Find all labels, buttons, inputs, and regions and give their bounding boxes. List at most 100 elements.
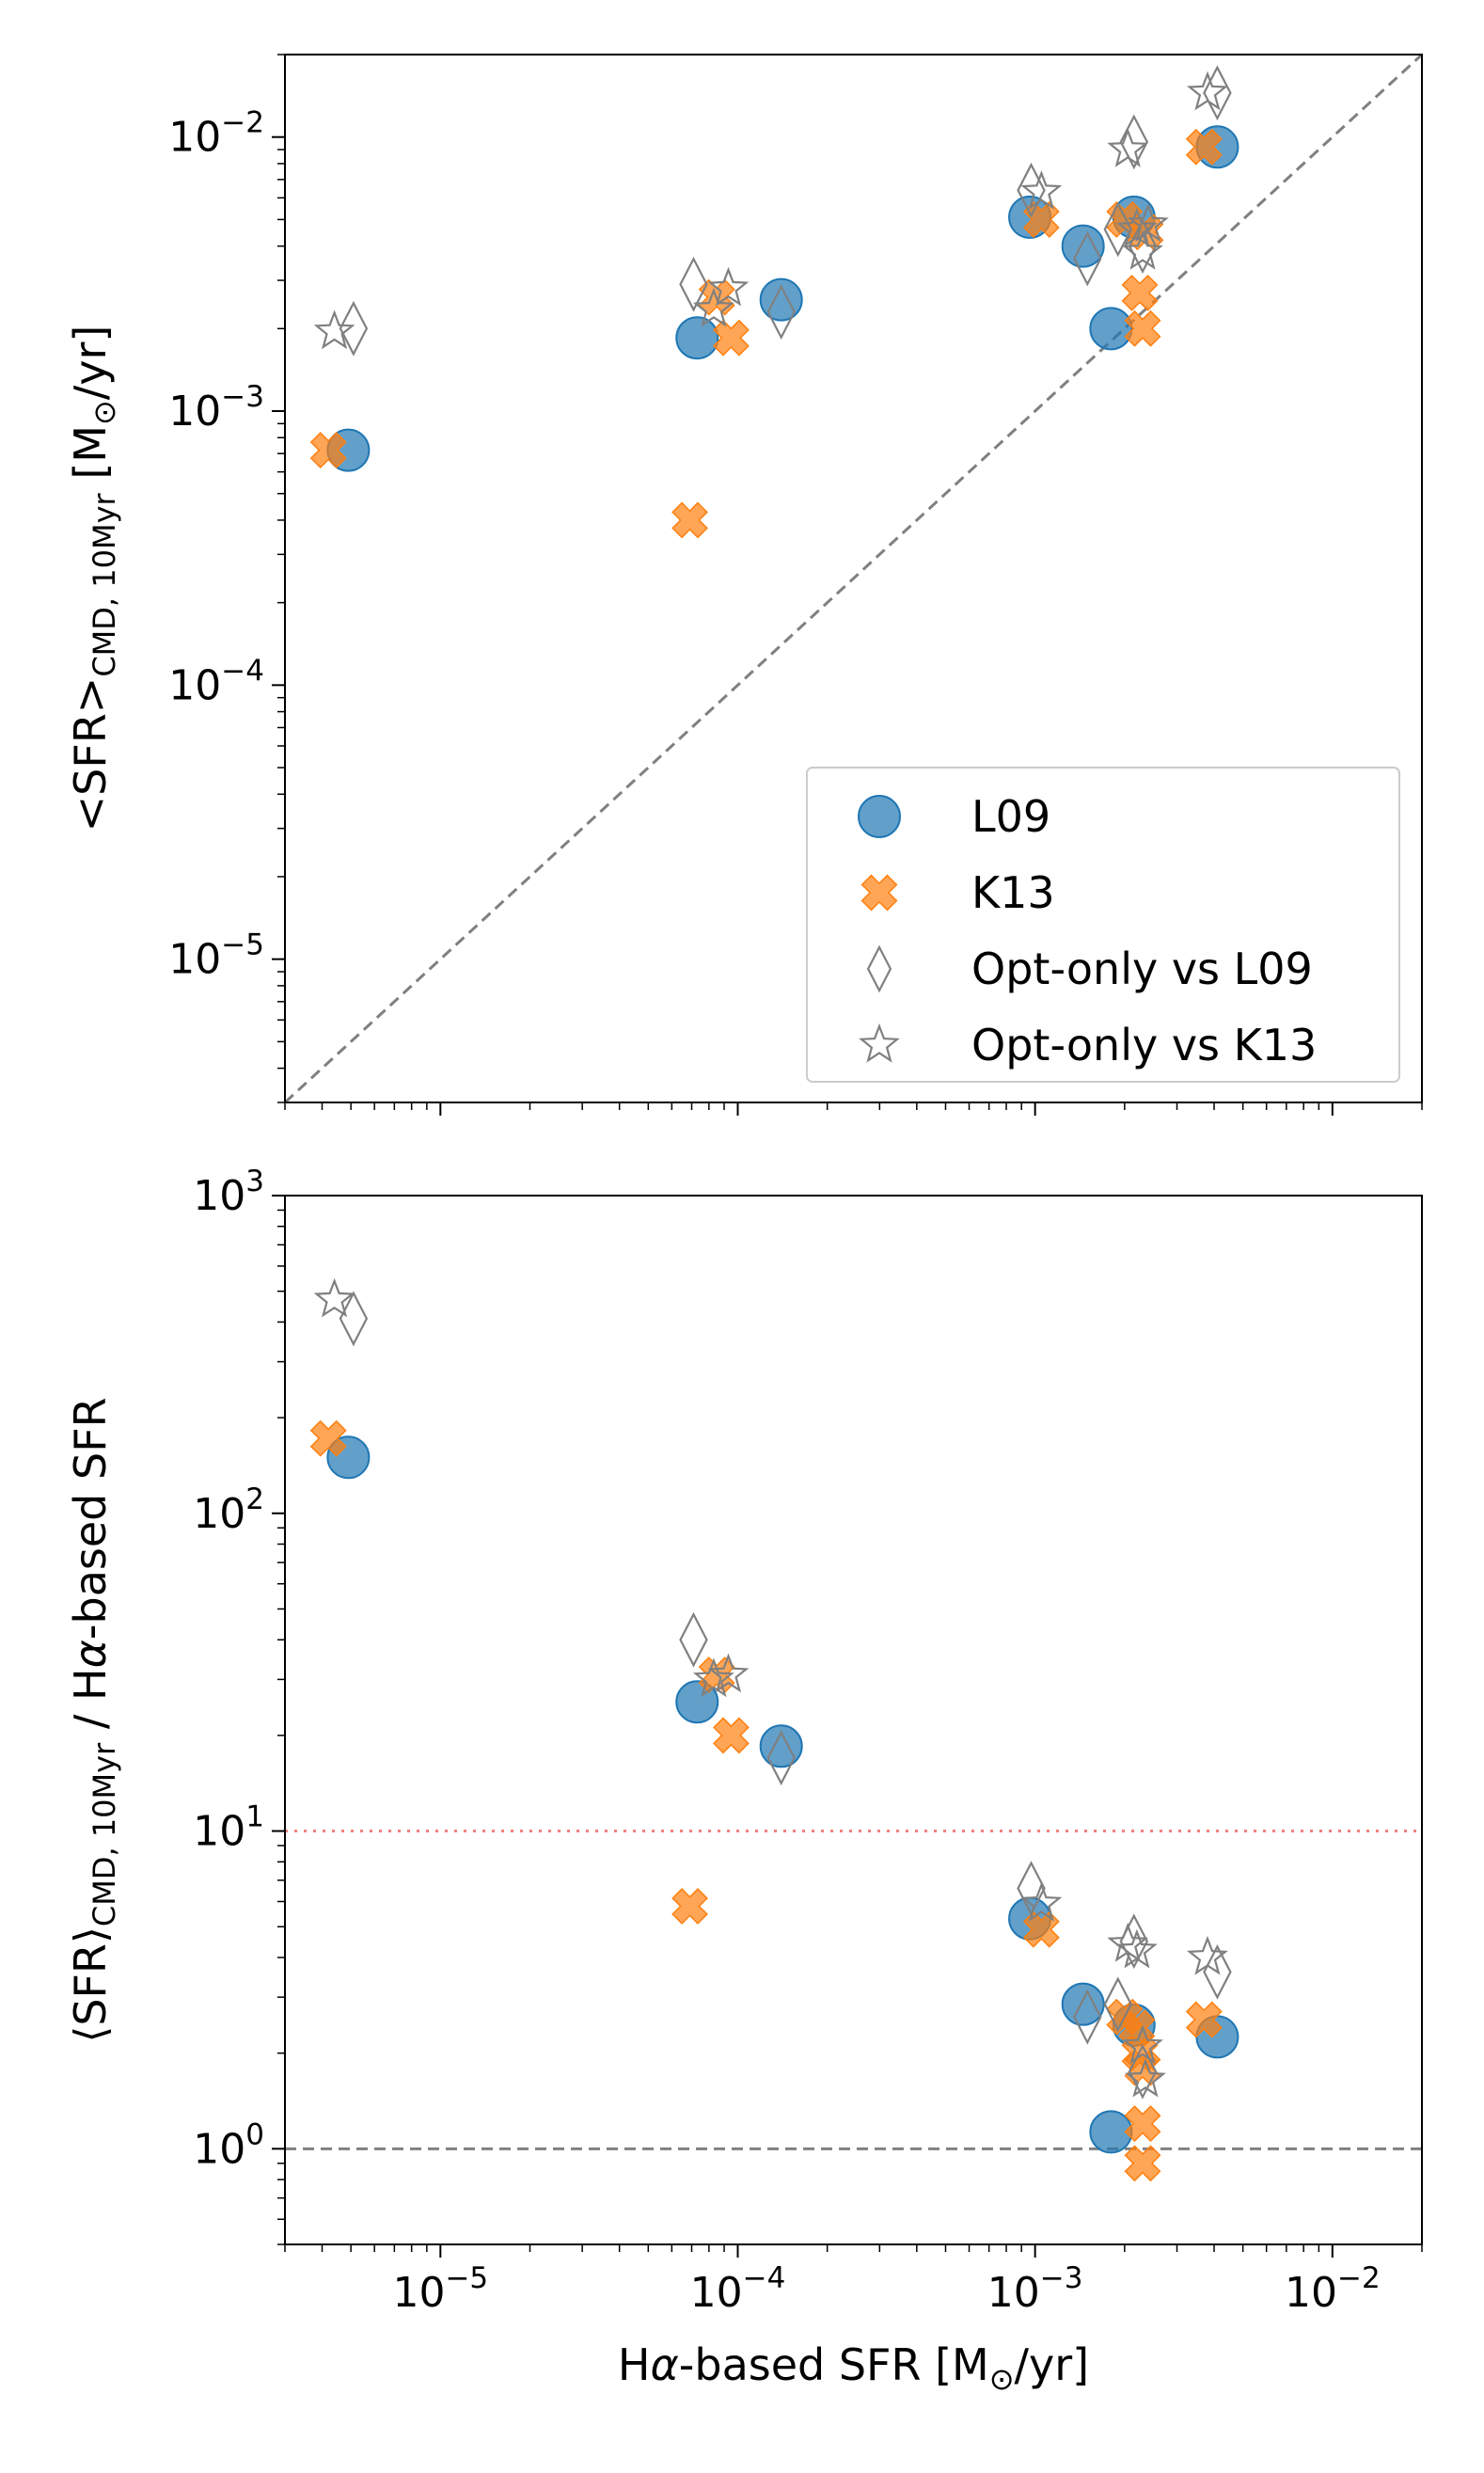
- bottom-point-star: [1122, 2024, 1163, 2065]
- x-tick-label: 10−4: [690, 2261, 786, 2317]
- bottom-point-star: [1115, 1928, 1158, 1969]
- y-tick-label: 10−2: [168, 106, 264, 162]
- bottom-point-diamond: [1073, 1989, 1102, 2045]
- bottom-point-x: [713, 1717, 750, 1754]
- legend-label: Opt-only vs K13: [971, 1020, 1317, 1070]
- legend: L09 K13 Opt-only vs L09 Opt-only vs K13: [806, 767, 1400, 1083]
- top-point-star: [1020, 170, 1063, 210]
- bottom-point-x: [1124, 2145, 1161, 2182]
- top-point-x: [309, 432, 347, 469]
- legend-entries: L09 K13 Opt-only vs L09 Opt-only vs K13: [858, 791, 1317, 1070]
- legend-marker-circle: [858, 795, 901, 838]
- y-tick-label: 10−4: [168, 654, 264, 709]
- top-point-diamond: [1017, 162, 1046, 218]
- xlabel-post: -based SFR [M: [679, 2339, 989, 2390]
- x-tick-label: 10−2: [1285, 2261, 1381, 2317]
- top-ylabel-sub: CMD, 10Myr: [87, 492, 122, 676]
- legend-marker-diamond: [866, 944, 892, 993]
- bottom-point-star: [1020, 1881, 1063, 1922]
- bottom-ylabel-main: ⟨SFR⟩: [65, 1926, 116, 2043]
- legend-label: Opt-only vs L09: [971, 943, 1313, 994]
- bottom-point-x: [1185, 2001, 1223, 2038]
- bottom-point-diamond: [679, 1611, 708, 1668]
- xlabel-pre: H: [618, 2339, 651, 2390]
- bottom-ticks: 100 101 102 103 10−5 10−4 10−3 10−2: [193, 1165, 1423, 2317]
- top-point-diamond: [1203, 65, 1232, 121]
- bottom-reference-lines: [285, 1830, 1422, 2150]
- legend-marker-x: [860, 874, 898, 912]
- top-markers: [283, 53, 1424, 1104]
- top-point-diamond: [1103, 201, 1133, 258]
- x-axis-label: Hα-based SFR [M⊙/yr]: [618, 2339, 1089, 2397]
- top-point-circle: [1061, 224, 1105, 268]
- top-point-star: [692, 287, 734, 327]
- bottom-point-x: [1124, 2105, 1161, 2143]
- top-point-diamond: [679, 256, 708, 312]
- top-point-diamond: [766, 284, 796, 340]
- y-tick-label: 103: [193, 1165, 264, 1220]
- bottom-point-x: [309, 1419, 347, 1457]
- bottom-markers: [309, 1277, 1239, 2182]
- bottom-point-star: [1186, 1935, 1228, 1975]
- bottom-point-star: [313, 1277, 355, 1318]
- bottom-ylabel-tail: / H: [65, 1668, 116, 1742]
- bottom-point-x: [1022, 1910, 1060, 1948]
- bottom-panel: 100 101 102 103 10−5 10−4 10−3 10−2 ⟨SFR⟩CMD, 1…: [65, 1165, 1423, 2397]
- bottom-point-diamond: [766, 1730, 796, 1786]
- bottom-point-circle: [1061, 1982, 1105, 2026]
- y-tick-label: 102: [193, 1482, 264, 1538]
- top-point-star: [707, 266, 750, 307]
- y-tick-label: 100: [193, 2117, 264, 2173]
- top-point-star: [1107, 127, 1149, 167]
- xlabel-alpha: α: [650, 2339, 678, 2390]
- top-ylabel-main: <SFR>: [65, 677, 116, 832]
- top-point-x: [1124, 309, 1161, 347]
- x-tick-label: 10−3: [987, 2261, 1083, 2317]
- top-ticks: 10−5 10−4 10−3 10−2: [168, 54, 1423, 1116]
- top-panel: 10−5 10−4 10−3 10−2 <SFR>CMD, 10Myr [M⊙/yr]…: [65, 53, 1424, 1116]
- bottom-point-star: [692, 1657, 734, 1698]
- legend-box: [806, 767, 1400, 1083]
- top-point-circle: [759, 277, 803, 322]
- bottom-point-diamond: [1128, 2043, 1158, 2100]
- top-point-circle: [675, 316, 719, 360]
- bottom-ylabel-alpha: α: [65, 1640, 116, 1668]
- one-to-one-line: [283, 53, 1424, 1104]
- top-y-axis-label: <SFR>CMD, 10Myr [M⊙/yr]: [65, 325, 122, 832]
- y-tick-label: 10−5: [168, 928, 264, 984]
- top-point-diamond: [1073, 230, 1102, 287]
- top-point-diamond: [1128, 218, 1158, 274]
- bottom-y-axis-label: ⟨SFR⟩CMD, 10Myr / Hα-based SFR: [65, 1397, 122, 2042]
- y-tick-label: 101: [193, 1800, 264, 1856]
- bottom-point-circle: [759, 1724, 803, 1768]
- xlabel-sun: ⊙: [989, 2361, 1015, 2397]
- bottom-point-star: [1125, 2057, 1166, 2098]
- top-point-star: [1127, 202, 1169, 243]
- top-point-x: [1185, 128, 1223, 166]
- top-ylabel-units: [M: [65, 425, 116, 493]
- top-point-star: [313, 309, 355, 350]
- bottom-axes-frame: [284, 1195, 1423, 2245]
- top-ylabel-sun: ⊙: [87, 400, 122, 425]
- y-tick-label: 10−3: [168, 380, 264, 436]
- x-tick-label: 10−5: [392, 2261, 488, 2317]
- top-point-star: [1186, 71, 1228, 111]
- top-point-x: [671, 501, 708, 539]
- legend-marker-star: [859, 1022, 900, 1063]
- xlabel-tail: /yr]: [1015, 2339, 1090, 2390]
- top-axes-frame: [284, 54, 1423, 1103]
- bottom-point-x: [671, 1888, 708, 1925]
- top-point-diamond: [339, 300, 369, 357]
- bottom-ylabel-sub: CMD, 10Myr: [87, 1742, 122, 1926]
- top-point-diamond: [1119, 114, 1149, 170]
- bottom-point-diamond: [1203, 1944, 1232, 2000]
- bottom-ylabel-end: -based SFR: [65, 1397, 116, 1640]
- bottom-point-diamond: [1103, 1976, 1133, 2033]
- legend-label: K13: [971, 867, 1055, 918]
- bottom-point-star: [707, 1653, 750, 1693]
- legend-label: L09: [971, 791, 1050, 842]
- top-ylabel-tail: /yr]: [65, 325, 116, 401]
- top-point-x: [1121, 274, 1159, 311]
